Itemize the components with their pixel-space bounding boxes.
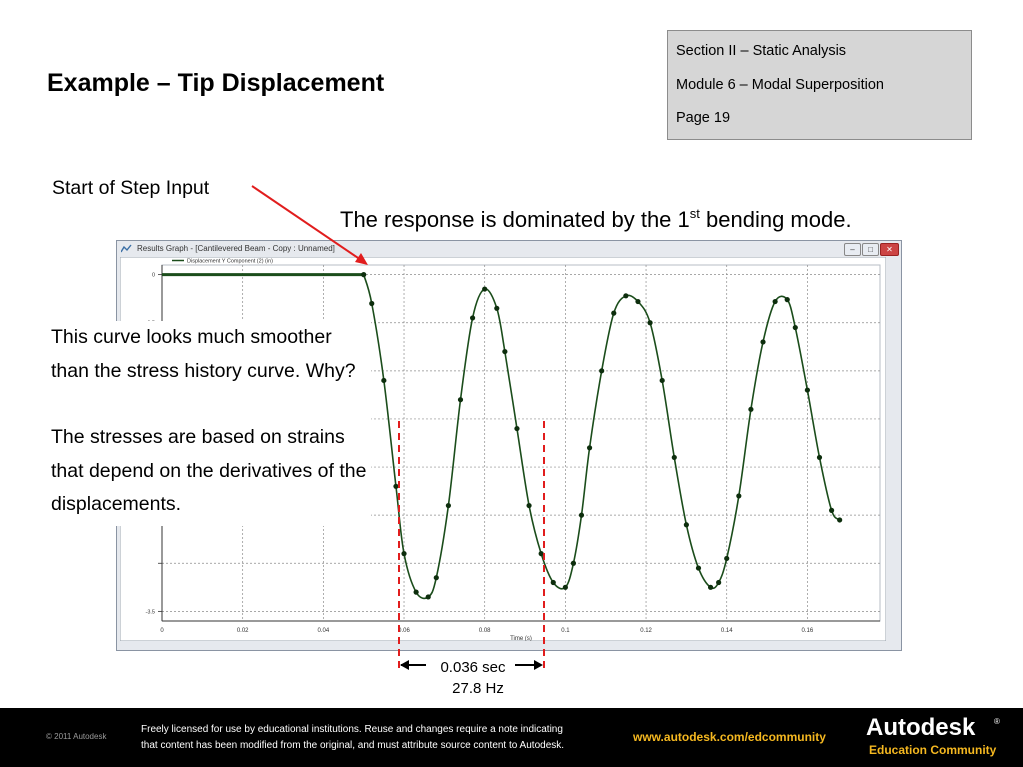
data-point xyxy=(425,594,431,600)
data-point xyxy=(635,298,641,305)
data-point xyxy=(772,298,778,305)
data-point xyxy=(538,551,544,557)
data-point xyxy=(760,339,766,345)
minimize-button[interactable]: – xyxy=(844,243,861,256)
data-point xyxy=(647,320,653,326)
response-caption: The response is dominated by the 1st ben… xyxy=(340,203,852,237)
data-point xyxy=(433,575,439,581)
data-point xyxy=(716,579,722,586)
question-text: This curve looks much smoother than the … xyxy=(51,326,356,382)
data-point xyxy=(586,445,593,451)
data-point xyxy=(599,368,605,374)
footer-bar: © 2011 Autodesk Freely licensed for use … xyxy=(0,708,1023,767)
answer-text: The stresses are based on strains that d… xyxy=(51,426,367,515)
license-line-2: that content has been modified from the … xyxy=(141,740,565,751)
explanation-text: This curve looks much smoother than the … xyxy=(51,321,371,526)
y-tick-label: 0 xyxy=(152,273,155,279)
legend-entry: Displacement Y Component (2) (in) xyxy=(187,259,273,265)
data-point xyxy=(784,297,790,303)
y-tick-label: -3.5 xyxy=(146,609,155,615)
data-point xyxy=(837,517,843,523)
x-axis-title: Time (s) xyxy=(510,636,532,641)
data-point xyxy=(469,315,476,321)
edcommunity-link[interactable]: www.autodesk.com/edcommunity xyxy=(633,730,826,744)
section-info-box: Section II – Static Analysis Module 6 – … xyxy=(667,30,972,140)
data-point xyxy=(562,584,568,590)
data-point xyxy=(736,493,742,499)
graph-app-icon xyxy=(121,244,132,253)
response-prefix: The response is dominated by the 1 xyxy=(340,207,690,232)
data-point xyxy=(494,305,500,311)
x-tick-label: 0.12 xyxy=(640,628,652,634)
response-suffix: bending mode. xyxy=(699,207,852,232)
data-point xyxy=(828,507,835,513)
data-point xyxy=(748,406,754,412)
data-point xyxy=(792,324,798,331)
data-point xyxy=(671,454,677,461)
response-ordinal: st xyxy=(689,206,700,221)
registered-mark: ® xyxy=(994,717,1000,726)
data-point xyxy=(381,377,387,384)
data-point xyxy=(393,483,399,489)
close-button[interactable]: ✕ xyxy=(880,243,899,256)
data-point xyxy=(623,293,629,299)
x-tick-label: 0.04 xyxy=(318,628,330,634)
chart-legend: Displacement Y Component (2) (in) xyxy=(172,259,273,265)
data-point xyxy=(804,387,810,393)
data-point xyxy=(401,551,407,557)
data-point xyxy=(550,579,556,586)
data-point xyxy=(578,512,585,518)
data-point xyxy=(514,425,520,432)
data-point xyxy=(683,522,689,528)
data-point xyxy=(695,565,702,571)
data-point xyxy=(570,560,577,566)
x-tick-label: 0.02 xyxy=(237,628,249,634)
license-text: Freely licensed for use by educational i… xyxy=(141,722,631,754)
data-point xyxy=(361,272,367,278)
section-line: Section II – Static Analysis xyxy=(676,43,847,59)
x-tick-label: 0.08 xyxy=(479,628,491,634)
period-arrowhead-right xyxy=(534,660,543,670)
period-arrowhead-left xyxy=(400,660,409,670)
data-point xyxy=(659,377,665,384)
data-point xyxy=(482,286,488,292)
x-tick-label: 0 xyxy=(160,628,164,634)
data-point xyxy=(413,589,419,595)
period-label: 0.036 sec xyxy=(440,659,506,676)
data-point xyxy=(526,502,532,509)
data-point xyxy=(707,584,714,590)
data-point xyxy=(445,502,451,509)
maximize-button[interactable]: □ xyxy=(862,243,879,256)
education-community-label: Education Community xyxy=(869,743,997,757)
license-line-1: Freely licensed for use by educational i… xyxy=(141,724,563,735)
x-tick-label: 0.14 xyxy=(721,628,733,634)
page-line: Page 19 xyxy=(676,110,731,126)
window-title: Results Graph - [Cantilevered Beam - Cop… xyxy=(137,244,335,253)
data-point xyxy=(369,300,375,307)
data-point xyxy=(724,555,730,562)
data-point xyxy=(611,310,617,316)
window-titlebar[interactable]: Results Graph - [Cantilevered Beam - Cop… xyxy=(117,241,901,258)
x-tick-label: 0.1 xyxy=(561,628,570,634)
x-tick-label: 0.16 xyxy=(802,628,814,634)
autodesk-logo: Autodesk xyxy=(866,714,976,741)
data-point xyxy=(816,454,823,461)
frequency-label: 27.8 Hz xyxy=(452,680,504,697)
start-of-step-label: Start of Step Input xyxy=(52,177,210,199)
data-point xyxy=(502,348,508,355)
x-tick-label: 0.06 xyxy=(398,628,410,634)
slide-title: Example – Tip Displacement xyxy=(47,69,385,97)
data-point xyxy=(457,397,464,403)
copyright-text: © 2011 Autodesk xyxy=(46,732,107,741)
chart-marks xyxy=(162,272,843,600)
module-line: Module 6 – Modal Superposition xyxy=(676,76,884,93)
